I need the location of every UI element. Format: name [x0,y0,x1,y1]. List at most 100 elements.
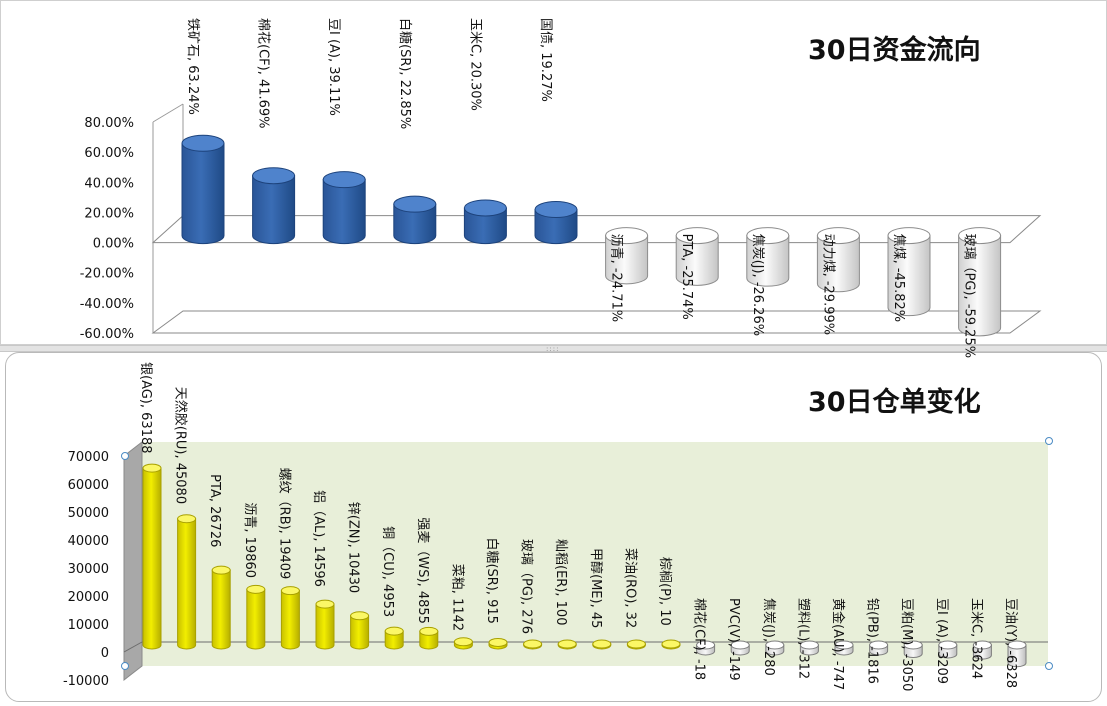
warehouse-y-tick-label: 40000 [68,534,109,549]
warehouse-data-label: 螺纹（RB), 19409 [276,468,291,580]
warehouse-bar [211,565,231,650]
fund-flow-data-label: 玉米C, 20.30% [467,18,482,111]
warehouse-data-label: 铅(PB), -1816 [865,598,880,684]
warehouse-data-label: 玻璃（PG), 276 [519,539,534,634]
warehouse-data-label: 黄金(AU), -747 [830,598,846,690]
warehouse-y-tick-label: 20000 [68,590,109,605]
warehouse-data-label: 铝（AL), 14596 [311,490,326,587]
warehouse-bar [315,599,335,650]
warehouse-bar [626,639,646,650]
warehouse-bar [488,637,508,650]
fund-flow-bar [746,227,790,287]
warehouse-data-label: 铜（CU), 4953 [380,526,395,617]
warehouse-data-label: 籼稻(ER), 100 [553,539,568,625]
warehouse-data-label: 豆I (A), -3209 [934,598,949,684]
warehouse-bar [972,640,992,660]
warehouse-y-tick-label: 10000 [68,618,109,633]
warehouse-bar [384,626,404,650]
fund-flow-y-tick-label: -60.00% [80,327,134,342]
fund-flow-floor [151,310,1042,334]
fund-flow-bar [534,201,578,245]
warehouse-bar [592,639,612,650]
warehouse-bar [696,640,716,656]
warehouse-bar [177,514,197,650]
warehouse-bar [938,640,958,659]
fund-flow-bar [958,227,1002,337]
warehouse-data-label: 玉米C, -3624 [968,598,983,679]
warehouse-bar [142,463,162,650]
selection-handle [1045,437,1053,445]
warehouse-data-label: 菜油(RO), 32 [622,548,637,628]
warehouse-data-label: 沥青, 19860 [242,502,257,578]
warehouse-data-label: 甲醇(ME), 45 [588,548,604,628]
fund-flow-data-label: PTA, -25.74% [679,234,694,320]
warehouse-receipt-chart-title: 30日仓单变化 [808,387,981,418]
fund-flow-data-label: 国债, 19.27% [538,18,553,102]
fund-flow-bar [605,227,649,285]
fund-flow-data-label: 铁矿石, 63.24% [185,18,200,115]
warehouse-bar [523,639,543,650]
selection-handle [121,452,129,460]
warehouse-data-label: PVC(V), -149 [726,598,741,681]
selection-handle [121,662,129,670]
warehouse-bar [869,640,889,656]
warehouse-y-tick-label: 0 [101,646,109,661]
warehouse-bar [419,626,439,650]
fund-flow-y-tick-label: 60.00% [84,146,134,161]
warehouse-side-wall [123,440,143,682]
warehouse-y-tick-label: -10000 [63,674,109,689]
fund-flow-data-label: 动力煤, -29.99% [820,234,835,336]
fund-flow-data-label: 焦炭(J), -26.26% [750,234,765,337]
warehouse-y-tick-label: 70000 [68,450,109,465]
warehouse-y-tick-label: 30000 [68,562,109,577]
warehouse-data-label: 棕榈(P), 10 [657,557,672,626]
fund-flow-bar [463,199,507,245]
warehouse-y-tick-label: 60000 [68,478,109,493]
warehouse-data-label: 天然胶(RU), 45080 [173,387,189,504]
warehouse-bar [557,639,577,650]
fund-flow-bar [393,195,437,245]
fund-flow-data-label: 沥青, -24.71% [609,234,624,323]
fund-flow-data-label: 棉花(CF), 41.69% [256,18,272,129]
panel-splitter[interactable]: :::: [0,345,1107,353]
fund-flow-bar [322,171,366,245]
warehouse-data-label: 塑料(L), -312 [795,598,810,679]
warehouse-receipt-chart: 70000 60000 50000 40000 30000 20000 10000 0 -100… [63,362,1053,691]
fund-flow-bar [887,227,931,317]
fund-flow-bar [675,227,719,286]
fund-flow-y-tick-label: 80.00% [84,116,134,131]
warehouse-bar [903,640,923,659]
warehouse-bar [799,640,819,656]
warehouse-data-label: 银(AG), 63188 [138,362,153,454]
fund-flow-y-tick-label: -40.00% [80,297,134,312]
fund-flow-chart: 80.00% 60.00% 40.00% 20.00% 0.00% -20.00% -40.… [80,18,1042,358]
warehouse-bar [246,584,266,650]
warehouse-data-label: 豆粕(M), -3050 [899,598,914,691]
warehouse-bar [730,640,750,656]
warehouse-bar [350,611,370,650]
warehouse-data-label: 菜粕, 1142 [449,564,464,631]
fund-flow-bar [816,227,860,293]
warehouse-data-label: 焦炭(J), -280 [761,598,776,676]
warehouse-plot-area [142,442,1048,666]
warehouse-data-label: 白糖(SR), 915 [484,537,500,624]
fund-flow-y-tick-label: -20.00% [80,267,134,282]
fund-flow-zero-plane [151,215,1042,244]
fund-flow-y-tick-label: 40.00% [84,176,134,191]
warehouse-data-label: 锌(ZN), 10430 [346,502,361,593]
warehouse-bar [765,640,785,656]
warehouse-bar [453,637,473,650]
selection-handle [1045,662,1053,670]
fund-flow-y-tick-label: 20.00% [84,206,134,221]
fund-flow-bar [181,134,225,245]
fund-flow-chart-title: 30日资金流向 [808,35,981,66]
warehouse-data-label: PTA, 26726 [207,474,222,547]
warehouse-y-tick-label: 50000 [68,506,109,521]
fund-flow-y-tick-label: 0.00% [93,237,134,252]
fund-flow-bar [252,167,296,245]
fund-flow-data-label: 豆I (A), 39.11% [326,18,341,116]
warehouse-bar [661,639,681,650]
warehouse-bar [280,586,300,650]
warehouse-bar [834,640,854,656]
